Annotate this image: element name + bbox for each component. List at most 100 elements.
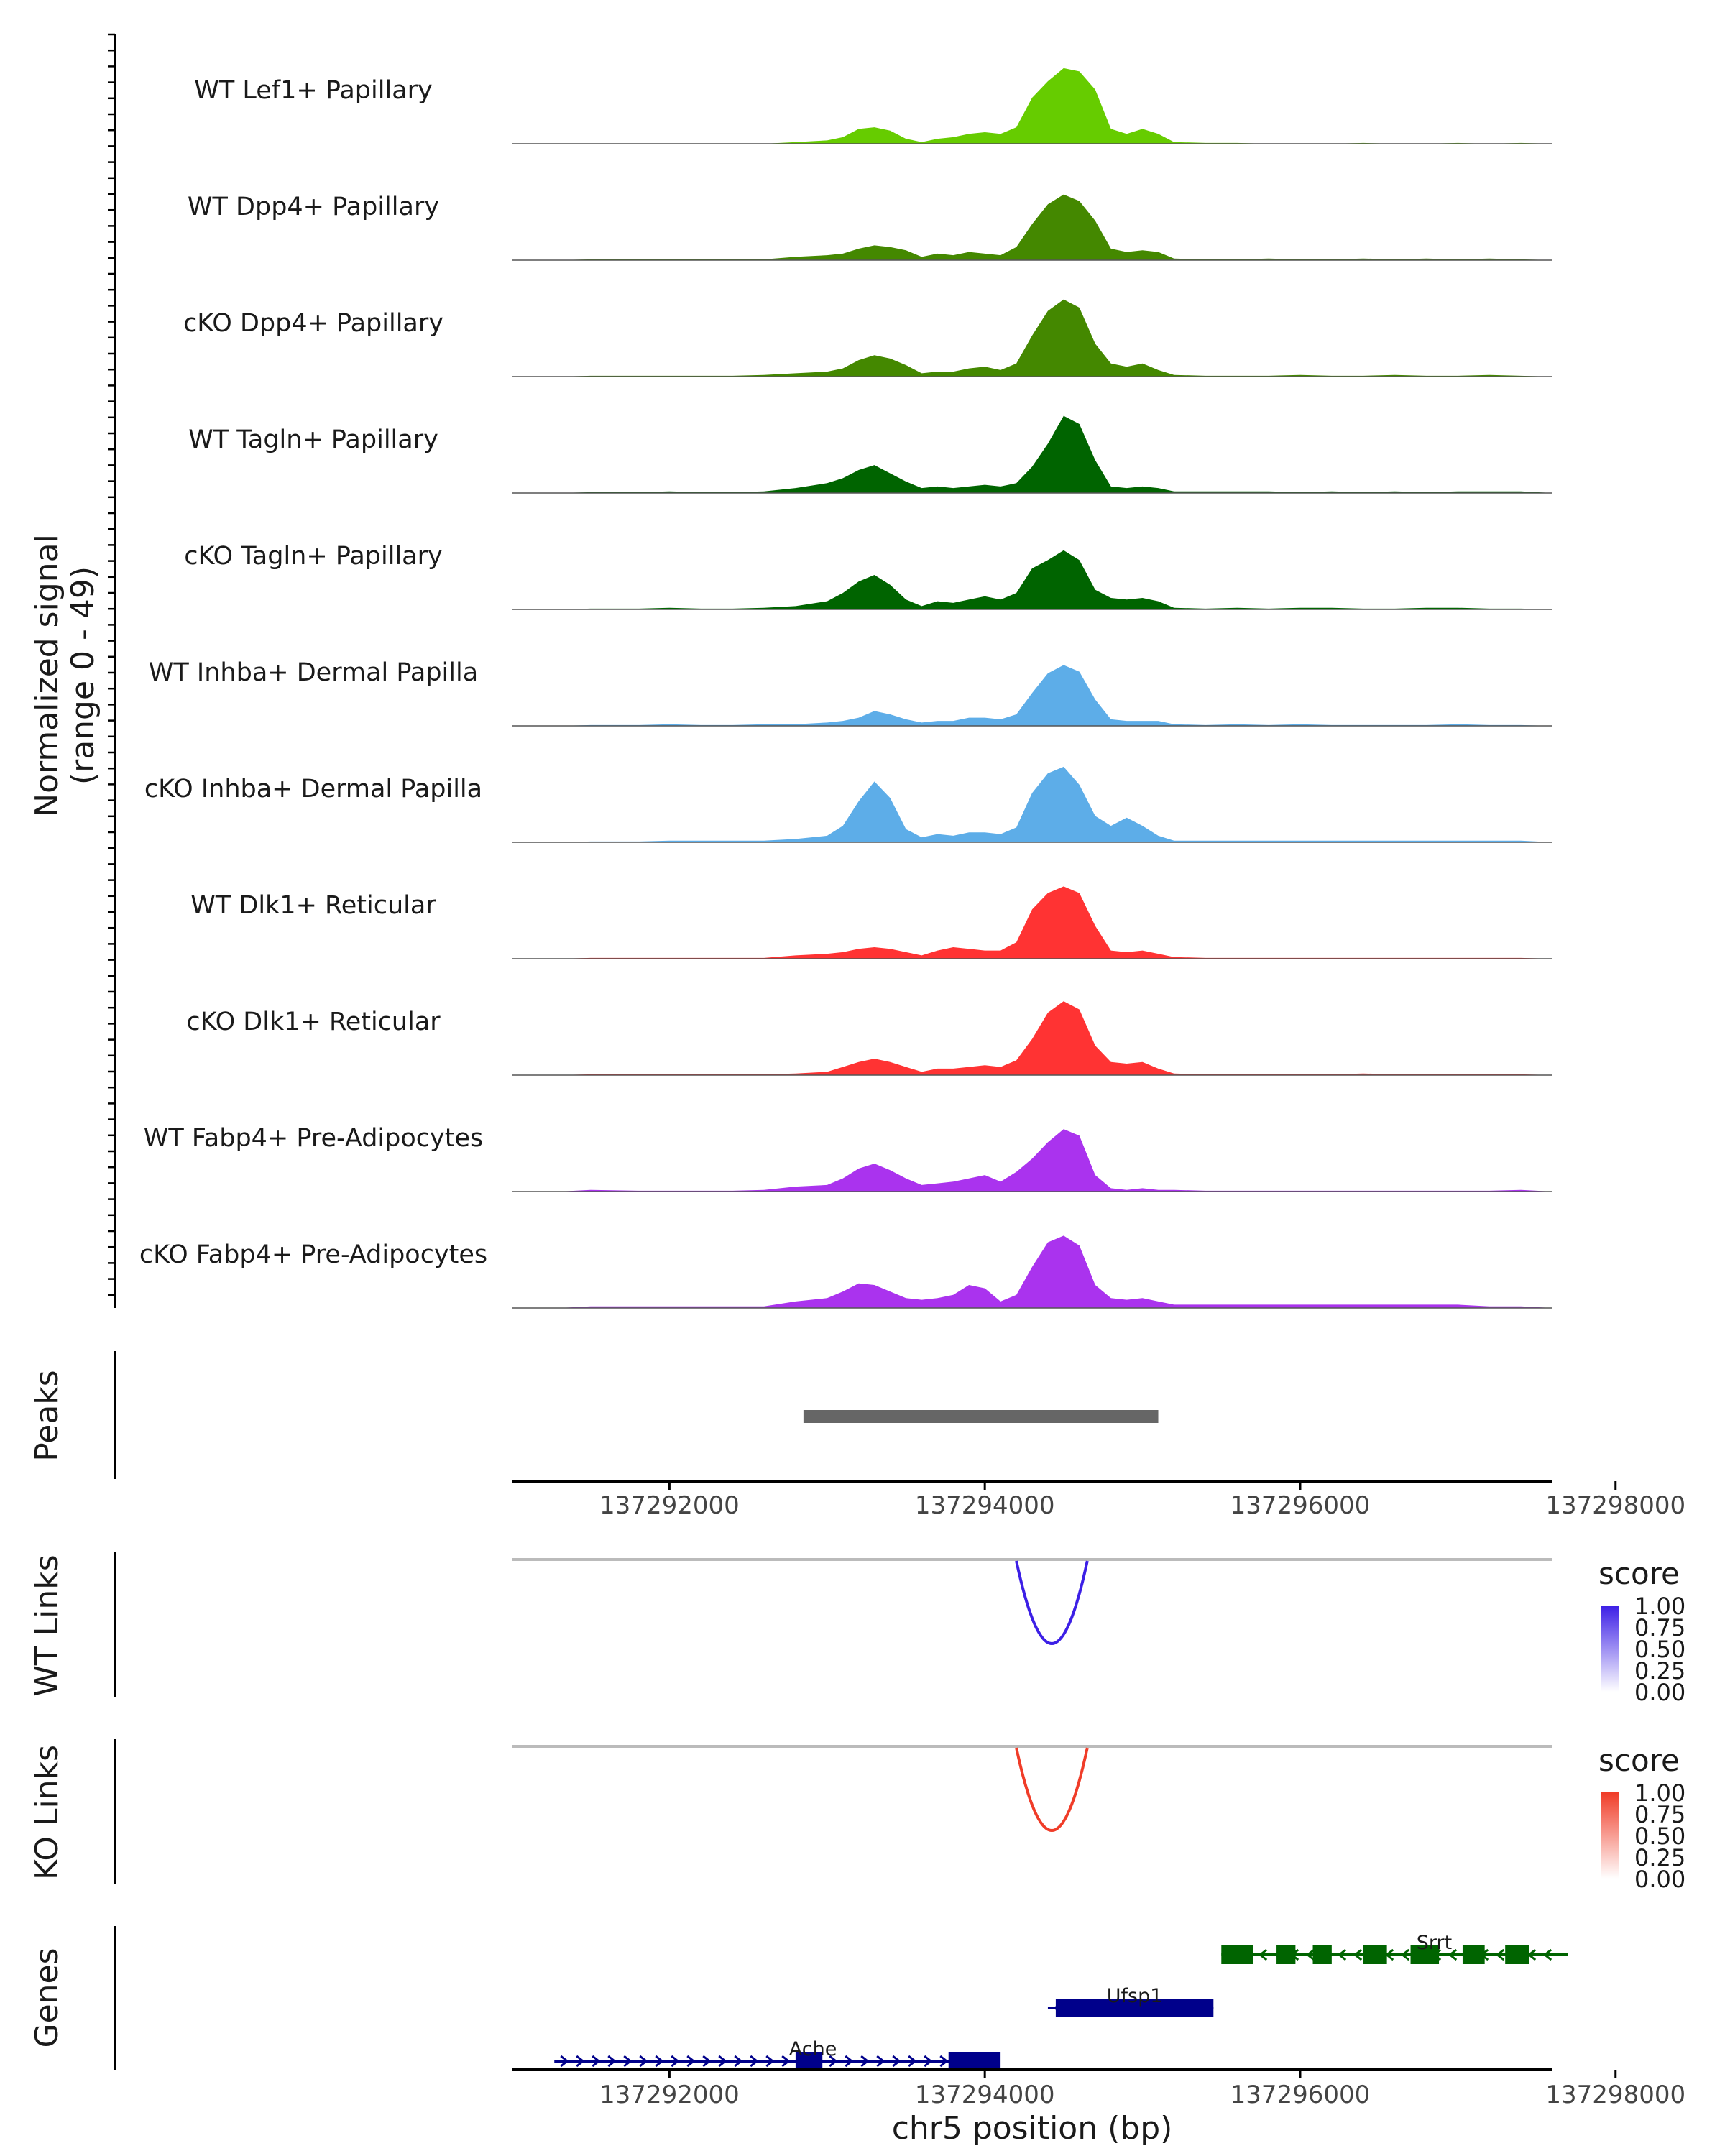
strand-arrow: [876, 2055, 886, 2068]
strand-arrow: [1527, 1948, 1537, 1961]
link-arc: [1015, 1560, 1089, 1645]
peak-bar: [803, 1410, 1159, 1423]
strand-arrow: [939, 2055, 949, 2068]
strand-arrow: [781, 2055, 791, 2068]
ko-links-legend: score 1.000.750.500.250.00: [1598, 1743, 1685, 1893]
y-axis-label: Normalized signal: [29, 534, 65, 817]
strand-arrow: [639, 2055, 648, 2068]
track-label: WT Tagln+ Papillary: [188, 425, 438, 454]
strand-arrow: [1353, 1948, 1363, 1961]
strand-arrow: [1495, 1948, 1505, 1961]
track-signal-area: [558, 886, 1552, 959]
link-arc: [1015, 1747, 1089, 1832]
wt-legend-title: score: [1598, 1556, 1680, 1591]
strand-arrow: [860, 2055, 870, 2068]
strand-arrow: [655, 2055, 664, 2068]
track-label: cKO Fabp4+ Pre-Adipocytes: [139, 1240, 487, 1269]
gene-name-label: Ufsp1: [1107, 1985, 1163, 2007]
strand-arrow: [576, 2055, 585, 2068]
x-tick-label: 137292000: [599, 2081, 740, 2109]
coverage-track: WT Lef1+ Papillary: [194, 68, 1552, 144]
strand-arrow: [671, 2055, 680, 2068]
strand-arrow: [1305, 1948, 1315, 1961]
coverage-tracks: WT Lef1+ Papillary WT Dpp4+ Papillary cKO …: [139, 68, 1552, 1309]
x-tick-label: 137292000: [599, 1491, 740, 1520]
wt-links-legend: score 1.000.750.500.250.00: [1598, 1556, 1685, 1706]
strand-arrow: [892, 2055, 901, 2068]
strand-arrow: [560, 2055, 569, 2068]
ko-legend-ticks: 1.000.750.500.250.00: [1634, 1779, 1685, 1893]
gene-model: Ache: [554, 2038, 1001, 2070]
track-signal-area: [558, 1001, 1552, 1075]
y-axis-range-label: (range 0 - 49): [65, 566, 101, 785]
coverage-track: WT Fabp4+ Pre-Adipocytes: [144, 1124, 1552, 1192]
x-tick-label: 137294000: [915, 1491, 1055, 1520]
track-label: WT Inhba+ Dermal Papilla: [149, 658, 478, 687]
gene-exon: [795, 2052, 823, 2070]
track-label: cKO Tagln+ Papillary: [184, 542, 443, 571]
track-label: WT Fabp4+ Pre-Adipocytes: [144, 1124, 483, 1153]
gene-exon: [1221, 1945, 1254, 1964]
track-signal-area: [558, 194, 1552, 260]
ko-legend-title: score: [1598, 1743, 1680, 1778]
x-axis-label: chr5 position (bp): [892, 2110, 1173, 2147]
strand-arrow: [829, 2055, 838, 2068]
legend-tick-label: 0.25: [1634, 1657, 1685, 1685]
legend-tick-label: 1.00: [1634, 1779, 1685, 1807]
legend-tick-label: 1.00: [1634, 1593, 1685, 1620]
coverage-track: cKO Dlk1+ Reticular: [186, 1001, 1552, 1076]
coverage-track: cKO Fabp4+ Pre-Adipocytes: [139, 1235, 1552, 1309]
x-tick-label: 137296000: [1230, 2081, 1371, 2109]
track-signal-area: [558, 1129, 1552, 1192]
gene-exon: [1505, 1945, 1530, 1964]
gene-exon: [1462, 1945, 1485, 1964]
strand-arrow: [1337, 1948, 1347, 1961]
genes-label: Genes: [29, 1948, 65, 2047]
wt-legend-colorbar: [1601, 1606, 1619, 1692]
coverage-track: WT Tagln+ Papillary: [188, 415, 1552, 494]
gene-exon: [1276, 1945, 1296, 1964]
legend-tick-label: 0.75: [1634, 1614, 1685, 1641]
strand-arrow: [1448, 1948, 1458, 1961]
legend-tick-label: 0.00: [1634, 1679, 1685, 1706]
gene-exon: [1363, 1945, 1387, 1964]
track-label: WT Dpp4+ Papillary: [188, 193, 439, 221]
coverage-track: cKO Tagln+ Papillary: [184, 542, 1552, 610]
gene-model: Ufsp1: [1047, 1985, 1214, 2017]
track-label: WT Lef1+ Papillary: [194, 76, 433, 105]
strand-arrow: [908, 2055, 917, 2068]
track-signal-area: [558, 299, 1552, 377]
coverage-track: WT Dpp4+ Papillary: [188, 193, 1552, 261]
x-tick-label: 137294000: [915, 2081, 1055, 2109]
gene-exon: [1410, 1945, 1440, 1964]
legend-tick-label: 0.50: [1634, 1636, 1685, 1663]
gene-model: Srrt: [1221, 1932, 1568, 1964]
gene-exon: [948, 2052, 1001, 2070]
track-signal-area: [558, 1235, 1552, 1308]
top-x-axis-ticks: 137292000 137294000 137296000 137298000: [599, 1481, 1685, 1520]
legend-tick-label: 0.75: [1634, 1801, 1685, 1828]
coverage-track: WT Inhba+ Dermal Papilla: [149, 658, 1552, 727]
gene-exon: [1055, 1999, 1214, 2017]
legend-tick-label: 0.25: [1634, 1844, 1685, 1871]
strand-arrow: [686, 2055, 696, 2068]
gene-name-label: Srrt: [1417, 1932, 1452, 1954]
track-signal-area: [558, 550, 1552, 609]
legend-tick-label: 0.50: [1634, 1823, 1685, 1850]
strand-arrow: [765, 2055, 775, 2068]
strand-arrow: [1400, 1948, 1410, 1961]
ko-links-panel: [1015, 1747, 1089, 1832]
x-tick-label: 137298000: [1545, 1491, 1685, 1520]
strand-arrow: [623, 2055, 632, 2068]
strand-arrow: [702, 2055, 712, 2068]
wt-legend-ticks: 1.000.750.500.250.00: [1634, 1593, 1685, 1706]
coverage-track: cKO Dpp4+ Papillary: [183, 299, 1552, 377]
gene-exon: [1312, 1945, 1332, 1964]
x-tick-label: 137296000: [1230, 1491, 1371, 1520]
wt-links-panel: [1015, 1560, 1089, 1645]
strand-arrow: [1258, 1948, 1268, 1961]
strand-arrow: [1542, 1948, 1552, 1961]
ko-legend-colorbar: [1601, 1792, 1619, 1879]
track-signal-area: [558, 766, 1552, 842]
